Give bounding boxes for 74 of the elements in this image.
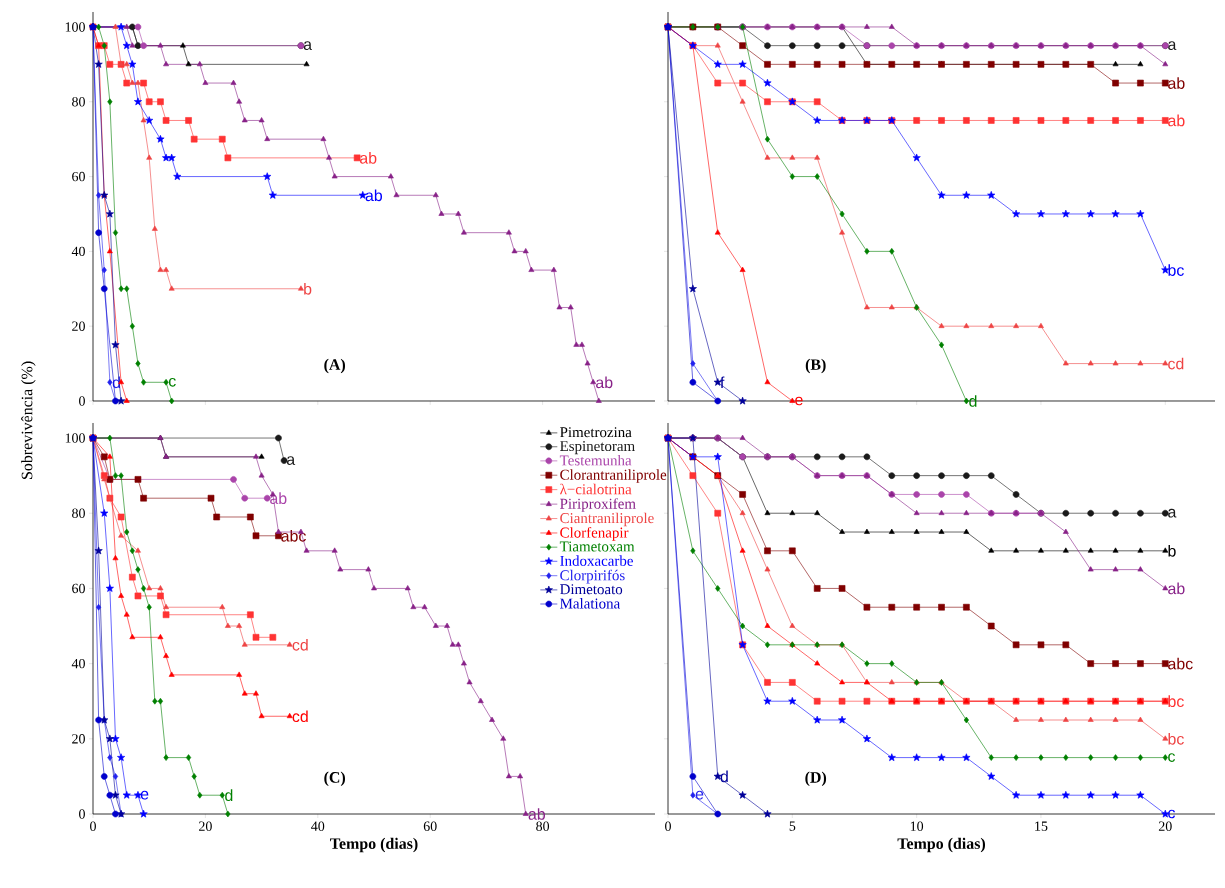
data-label: bc	[1168, 695, 1184, 708]
data-label: e	[140, 790, 149, 800]
y-tick-label: 80	[72, 508, 85, 518]
data-label: ab	[365, 189, 383, 202]
annotation: (C)	[324, 771, 346, 787]
data-label: c	[1168, 809, 1176, 819]
x-tick-label: 20	[1158, 821, 1172, 831]
y-tick-label: 80	[72, 97, 85, 107]
data-label: ab	[528, 808, 545, 820]
legend-label: Malationa	[560, 598, 620, 609]
legend-label: Espinetoram	[560, 441, 635, 455]
data-label: d	[720, 770, 728, 783]
legend-label: Tiametoxam	[559, 541, 635, 552]
data-label: abc	[1168, 657, 1193, 670]
y-axis-title: Sobrevivência (%)	[21, 361, 36, 479]
legend-label: λ−cialotrina	[560, 483, 632, 495]
data-label: e	[795, 396, 803, 406]
legend-label: Indoxacarbe	[560, 555, 633, 566]
data-label: d	[225, 789, 233, 802]
data-label: ab	[1168, 77, 1185, 89]
x-tick-label: 60	[423, 821, 437, 831]
data-label: ab	[1168, 114, 1185, 127]
data-label: a	[303, 41, 312, 51]
data-label: bc	[1168, 732, 1184, 745]
x-tick-label: 0	[90, 821, 96, 831]
x-tick-label: 0	[665, 821, 671, 831]
data-label: a	[1168, 41, 1177, 51]
data-label: ab	[1168, 582, 1185, 595]
data-label: cd	[1168, 357, 1184, 370]
data-label: a	[1168, 508, 1177, 518]
annotation: (A)	[324, 358, 346, 374]
legend-label: Ciantraniliprole	[560, 512, 654, 527]
data-label: f	[720, 376, 725, 389]
y-tick-label: 40	[71, 658, 85, 669]
x-tick-label: 80	[536, 821, 550, 831]
legend-label: Piriproxifem	[560, 498, 636, 512]
y-tick-label: 100	[65, 22, 85, 32]
legend-label: Pimetrozina	[560, 427, 632, 438]
x-tick-label: 5	[789, 821, 796, 831]
y-tick-label: 100	[65, 433, 85, 443]
y-tick-label: 60	[72, 171, 85, 182]
y-tick-label: 40	[71, 246, 85, 257]
data-label: a	[286, 456, 296, 465]
legend-label: Clorfenapir	[560, 526, 629, 541]
x-tick-label: 40	[311, 821, 325, 831]
data-label: cd	[292, 638, 308, 651]
legend-label: Testemunha	[559, 454, 632, 466]
annotation: (D)	[805, 771, 827, 787]
data-label: b	[304, 282, 312, 295]
data-label: d	[112, 376, 120, 389]
x-axis-title: Tempo (dias)	[330, 837, 418, 853]
x-tick-label: 15	[1035, 821, 1048, 831]
x-tick-label: 10	[910, 821, 924, 831]
legend-label: Dimetoato	[560, 584, 623, 595]
data-label: bc	[1168, 264, 1184, 276]
data-label: c	[1168, 753, 1176, 762]
data-label: cd	[292, 710, 308, 723]
y-tick-label: 0	[79, 396, 85, 406]
legend-label: Clorpirifós	[560, 569, 625, 584]
data-label: ab	[596, 376, 613, 389]
data-label: ab	[270, 492, 287, 505]
data-label: c	[168, 377, 176, 387]
legend-label: Clorantraniliprole	[560, 469, 667, 483]
annotation: (B)	[805, 358, 826, 374]
data-label: b	[1168, 544, 1176, 557]
y-tick-label: 20	[72, 321, 85, 331]
x-tick-label: 20	[199, 821, 212, 831]
y-tick-label: 0	[79, 809, 85, 819]
y-tick-label: 20	[72, 734, 85, 744]
data-label: d	[969, 395, 977, 407]
data-label: ab	[360, 152, 377, 164]
data-label: e	[695, 790, 704, 800]
y-tick-label: 60	[72, 583, 85, 594]
x-axis-title: Tempo (dias)	[897, 837, 986, 853]
